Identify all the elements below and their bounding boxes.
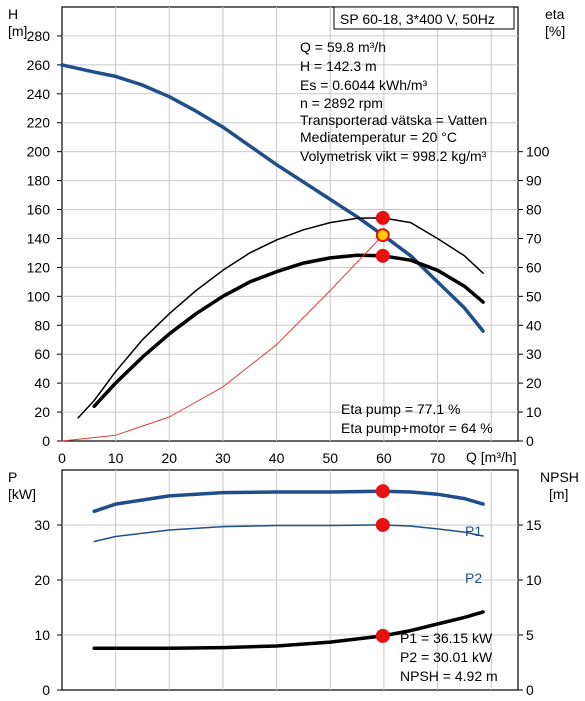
y-right-tick-label: 90	[526, 173, 542, 189]
series-label-p1: P1	[465, 523, 482, 539]
y-right-tick-label: 0	[526, 433, 534, 449]
top-ylabel-left-line2: [m]	[8, 23, 27, 39]
y-right-tick-label: 50	[526, 288, 542, 304]
series-line-1-1	[93, 524, 484, 543]
operating-point-marker	[375, 484, 390, 499]
y-right-tick-label: 20	[526, 375, 542, 391]
x-tick-label: 30	[215, 450, 231, 466]
y-right-tick-label: 70	[526, 230, 542, 246]
y-right-tick-label: 5	[526, 627, 534, 643]
info-p2: P2 = 30.01 kW	[400, 649, 493, 665]
y-left-tick-label: 260	[27, 57, 51, 73]
series-line-0-3	[61, 234, 384, 442]
title-box	[333, 6, 515, 30]
y-right-tick-label: 40	[526, 317, 542, 333]
info-npsh: NPSH = 4.92 m	[400, 668, 498, 684]
series-line-1-2	[92, 610, 485, 650]
y-left-tick-label: 200	[27, 144, 51, 160]
info-q: Q = 59.8 m³/h	[300, 39, 386, 55]
y-left-tick-label: 220	[27, 115, 51, 131]
y-left-tick-label: 0	[42, 433, 50, 449]
x-tick-label: 70	[430, 450, 446, 466]
y-left-tick-label: 20	[34, 572, 50, 588]
info-eta-pump: Eta pump = 77.1 %	[341, 401, 460, 417]
series-line-0-1	[77, 217, 484, 419]
x-tick-label: 60	[376, 450, 392, 466]
bottom-ylabel-left-line1: P	[8, 469, 17, 485]
top-xlabel: Q [m³/h]	[466, 449, 517, 465]
operating-point-marker	[375, 628, 390, 643]
info-p1: P1 = 36.15 kW	[400, 630, 493, 646]
y-left-tick-label: 20	[34, 404, 50, 420]
y-left-tick-label: 180	[27, 173, 51, 189]
x-tick-label: 10	[108, 450, 124, 466]
info-temperature: Mediatemperatur = 20 °C	[300, 129, 457, 145]
power-npsh-panel: 0 10 20 30 0 5 10 15	[34, 469, 542, 698]
y-right-tick-label: 30	[526, 346, 542, 362]
y-right-tick-label: 15	[526, 517, 542, 533]
y-left-tick-label: 120	[27, 259, 51, 275]
y-left-tick-label: 240	[27, 86, 51, 102]
info-h: H = 142.3 m	[300, 58, 377, 74]
series-label-p2: P2	[465, 570, 482, 586]
y-left-tick-label: 60	[34, 346, 50, 362]
y-left-tick-label: 160	[27, 202, 51, 218]
y-left-tick-label: 10	[34, 627, 50, 643]
x-tick-label: 50	[322, 450, 338, 466]
y-right-tick-label: 80	[526, 202, 542, 218]
y-left-tick-label: 140	[27, 230, 51, 246]
top-ylabel-right-line1: eta	[545, 6, 565, 22]
x-tick-label: 20	[162, 450, 178, 466]
y-left-tick-label: 80	[34, 317, 50, 333]
y-left-tick-label: 100	[27, 288, 51, 304]
x-tick-label: 40	[269, 450, 285, 466]
y-right-tick-label: 10	[526, 572, 542, 588]
info-es: Es = 0.6044 kWh/m³	[300, 77, 428, 93]
y-right-tick-label: 100	[526, 144, 550, 160]
series-line-0-0	[60, 63, 485, 333]
top-ylabel-left-line1: H	[8, 6, 18, 22]
y-right-tick-label: 60	[526, 259, 542, 275]
y-left-tick-label: 30	[34, 517, 50, 533]
head-efficiency-panel: 0204060801001201401601802002202402602800…	[27, 6, 550, 466]
bottom-ylabel-left-line2: [kW]	[8, 486, 36, 502]
top-ylabel-right-line2: [%]	[545, 23, 565, 39]
y-right-tick-label: 10	[526, 404, 542, 420]
series-line-1-0	[92, 489, 485, 514]
y-left-tick-label: 40	[34, 375, 50, 391]
panel-frame	[61, 6, 519, 442]
info-liquid: Transporterad vätska = Vatten	[300, 112, 487, 128]
info-eta-pump-motor: Eta pump+motor = 64 %	[341, 420, 493, 436]
y-right-tick-label: 0	[526, 682, 534, 698]
x-tick-label: 0	[58, 450, 66, 466]
operating-point-marker	[375, 517, 390, 532]
series-line-0-2	[92, 253, 485, 409]
chart-title: SP 60-18, 3*400 V, 50Hz	[340, 11, 495, 27]
operating-point-marker	[375, 228, 390, 243]
y-left-tick-label: 0	[42, 682, 50, 698]
info-density: Volymetrisk vikt = 998.2 kg/m³	[300, 148, 487, 164]
bottom-ylabel-right-line1: NPSH	[540, 469, 579, 485]
operating-point-marker	[375, 210, 390, 225]
info-n: n = 2892 rpm	[300, 95, 383, 111]
bottom-ylabel-right-line2: [m]	[549, 486, 568, 502]
operating-point-marker	[375, 248, 390, 263]
y-left-tick-label: 280	[27, 28, 51, 44]
